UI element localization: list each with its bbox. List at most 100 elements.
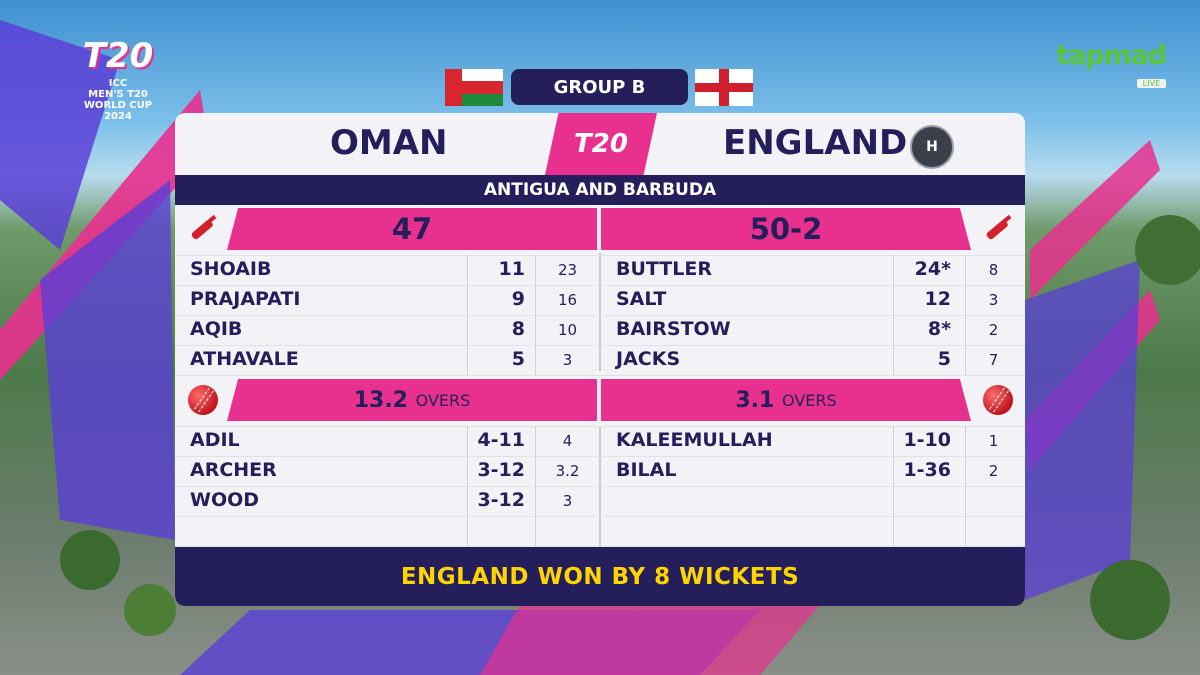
overs-bar: 13.2 OVERS 3.1 OVERS xyxy=(175,376,1025,424)
bowler-overs: 3.2 xyxy=(555,462,580,480)
cricket-bat-icon xyxy=(980,211,1016,247)
row-separator xyxy=(175,486,1025,487)
row-separator xyxy=(175,516,1025,517)
batter-runs: 12 xyxy=(924,288,951,310)
bowler-overs: 3 xyxy=(562,492,573,510)
bowler-overs: 2 xyxy=(988,462,999,480)
bowler-row: ADIL 4-11 4 xyxy=(175,426,1025,456)
bowler-figures: 1-36 xyxy=(903,459,951,481)
batter-runs: 5 xyxy=(937,348,951,370)
live-badge: LIVE xyxy=(1136,79,1166,88)
batter-balls: 23 xyxy=(557,261,578,279)
row-separator xyxy=(175,546,1025,547)
column-separator xyxy=(467,426,468,546)
group-label: GROUP B xyxy=(511,69,688,105)
batter-row: BAIRSTOW 8* 2 xyxy=(175,315,1025,345)
broadcaster-name: tapmad xyxy=(1055,40,1167,71)
venue-name: ANTIGUA AND BARBUDA xyxy=(483,180,717,200)
batter-balls: 3 xyxy=(988,291,999,309)
batter-row: PRAJAPATI 9 16 xyxy=(175,285,1025,315)
team-crest-icon: H xyxy=(910,125,954,169)
bowler-figures: 4-11 xyxy=(477,429,525,451)
column-separator xyxy=(893,426,894,546)
batter-balls: 10 xyxy=(557,321,578,339)
batter-row: BUTTLER 24* 8 xyxy=(175,255,1025,285)
batter-name: BUTTLER xyxy=(616,258,712,280)
score-left: 47 xyxy=(227,208,597,250)
column-separator xyxy=(893,255,894,375)
overs-left: 13.2 OVERS xyxy=(227,379,597,421)
cricket-bat-icon xyxy=(185,211,221,247)
team-left-name: OMAN xyxy=(330,123,448,163)
match-result-bar: ENGLAND WON BY 8 WICKETS xyxy=(175,547,1025,606)
column-separator xyxy=(965,255,966,375)
oman-flag-icon xyxy=(445,69,503,106)
bowler-row: ARCHER 3-12 3.2 xyxy=(175,456,1025,486)
batter-name: JACKS xyxy=(616,348,681,370)
batter-runs: 5 xyxy=(511,348,525,370)
bowler-overs: 4 xyxy=(562,432,573,450)
batter-name: SALT xyxy=(616,288,667,310)
row-separator xyxy=(175,315,1025,316)
logo-line-icc: ICC xyxy=(108,78,128,89)
logo-line-year: 2024 xyxy=(104,111,132,122)
batter-runs: 24* xyxy=(914,258,951,280)
icc-t20-world-cup-logo: T20 ICC MEN'S T20 WORLD CUP 2024 xyxy=(66,34,170,144)
row-separator xyxy=(175,426,1025,427)
batter-name: ATHAVALE xyxy=(190,348,299,370)
batter-runs: 8* xyxy=(927,318,951,340)
overs-left-label: OVERS xyxy=(415,390,471,410)
bowler-name: ADIL xyxy=(190,429,240,451)
batter-name: AQIB xyxy=(190,318,243,340)
cricket-ball-icon xyxy=(980,382,1016,418)
england-flag-icon xyxy=(695,69,753,106)
bowler-row: WOOD 3-12 3 xyxy=(175,486,1025,516)
row-separator xyxy=(175,255,1025,256)
match-result-text: ENGLAND WON BY 8 WICKETS xyxy=(400,563,800,590)
row-separator xyxy=(175,285,1025,286)
bowler-name: BILAL xyxy=(616,459,677,481)
bowler-figures: 3-12 xyxy=(477,459,525,481)
column-separator xyxy=(535,426,536,546)
scorecard-panel: OMAN T20 ENGLAND H ANTIGUA AND BARBUDA 4… xyxy=(175,113,1025,606)
team-right-name: ENGLAND xyxy=(723,123,908,163)
overs-right-label: OVERS xyxy=(782,390,837,410)
bowler-name: WOOD xyxy=(190,489,260,511)
batter-balls: 2 xyxy=(988,321,999,339)
bowler-row: BILAL 1-36 2 xyxy=(175,456,1025,486)
batter-row: JACKS 5 7 xyxy=(175,345,1025,375)
batter-balls: 16 xyxy=(557,291,578,309)
bowler-name: ARCHER xyxy=(190,459,277,481)
overs-right-value: 3.1 xyxy=(735,387,775,413)
bowler-row: KALEEMULLAH 1-10 1 xyxy=(175,426,1025,456)
bowler-overs: 1 xyxy=(988,432,999,450)
batter-row: ATHAVALE 5 3 xyxy=(175,345,1025,375)
batter-runs: 9 xyxy=(511,288,525,310)
batter-balls: 8 xyxy=(988,261,999,279)
cricket-ball-icon xyxy=(185,382,221,418)
t20-logo-mark: T20 xyxy=(82,36,154,76)
row-separator xyxy=(175,345,1025,346)
column-separator xyxy=(535,255,536,375)
batting-divider xyxy=(599,253,601,371)
batter-runs: 11 xyxy=(498,258,525,280)
row-separator xyxy=(175,456,1025,457)
batter-runs: 8 xyxy=(511,318,525,340)
batter-row: AQIB 8 10 xyxy=(175,315,1025,345)
overs-right: 3.1 OVERS xyxy=(601,379,971,421)
batter-row: SHOAIB 11 23 xyxy=(175,255,1025,285)
center-t20-logo: T20 xyxy=(545,113,657,175)
column-separator xyxy=(467,255,468,375)
row-separator xyxy=(175,375,1025,376)
batter-balls: 7 xyxy=(988,351,999,369)
batter-balls: 3 xyxy=(562,351,573,369)
logo-line-world-cup: WORLD CUP xyxy=(83,100,153,111)
batter-name: BAIRSTOW xyxy=(616,318,731,340)
teams-header: OMAN T20 ENGLAND H xyxy=(175,113,1025,175)
center-logo-mark: T20 xyxy=(574,129,628,159)
batter-name: SHOAIB xyxy=(190,258,272,280)
batter-row: SALT 12 3 xyxy=(175,285,1025,315)
column-separator xyxy=(965,426,966,546)
